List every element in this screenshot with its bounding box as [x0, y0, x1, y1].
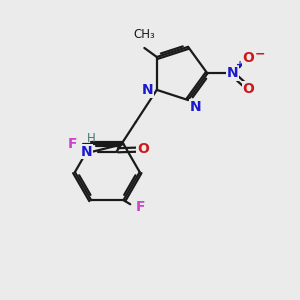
Text: F: F [135, 200, 145, 214]
Text: O: O [243, 82, 255, 96]
Text: +: + [236, 60, 244, 70]
Text: N: N [81, 145, 92, 159]
Text: N: N [190, 100, 201, 114]
Text: N: N [142, 83, 153, 97]
Text: O: O [243, 51, 255, 65]
Text: CH₃: CH₃ [134, 28, 155, 41]
Text: O: O [137, 142, 149, 156]
Text: H: H [87, 132, 96, 145]
Text: N: N [226, 66, 238, 80]
Text: −: − [254, 47, 265, 60]
Text: F: F [68, 137, 77, 151]
